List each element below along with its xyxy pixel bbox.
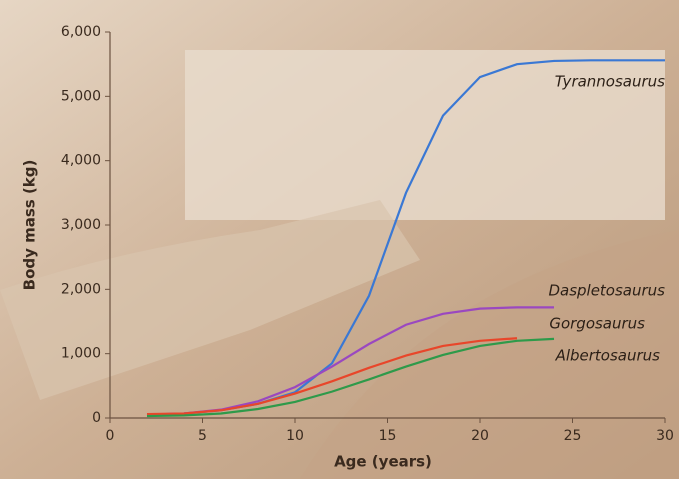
chart: Age (years) Body mass (kg) 0 1,000 2,000 3,… — [0, 0, 679, 479]
series-label: Albertosaurus — [555, 347, 661, 365]
x-tick-label: 20 — [471, 428, 489, 444]
y-tick-label: 6,000 — [61, 24, 101, 40]
x-tick-label: 0 — [106, 428, 115, 444]
y-tick-label: 2,000 — [61, 281, 101, 297]
x-tick-label: 15 — [379, 428, 397, 444]
y-tick-label: 5,000 — [61, 88, 101, 104]
y-axis-title: Body mass (kg) — [21, 160, 39, 291]
y-tick-label: 3,000 — [61, 217, 101, 233]
x-tick-label: 5 — [198, 428, 207, 444]
x-tick-label: 10 — [286, 428, 304, 444]
series-label: Gorgosaurus — [549, 315, 645, 333]
x-tick-label: 30 — [656, 428, 674, 444]
x-tick-label: 25 — [564, 428, 582, 444]
y-tick-label: 0 — [92, 410, 101, 426]
y-tick-label: 4,000 — [61, 153, 101, 169]
series-label: Daspletosaurus — [548, 282, 665, 300]
y-tick-label: 1,000 — [61, 346, 101, 362]
x-axis-title: Age (years) — [334, 453, 432, 471]
series-label: Tyrannosaurus — [555, 73, 665, 91]
